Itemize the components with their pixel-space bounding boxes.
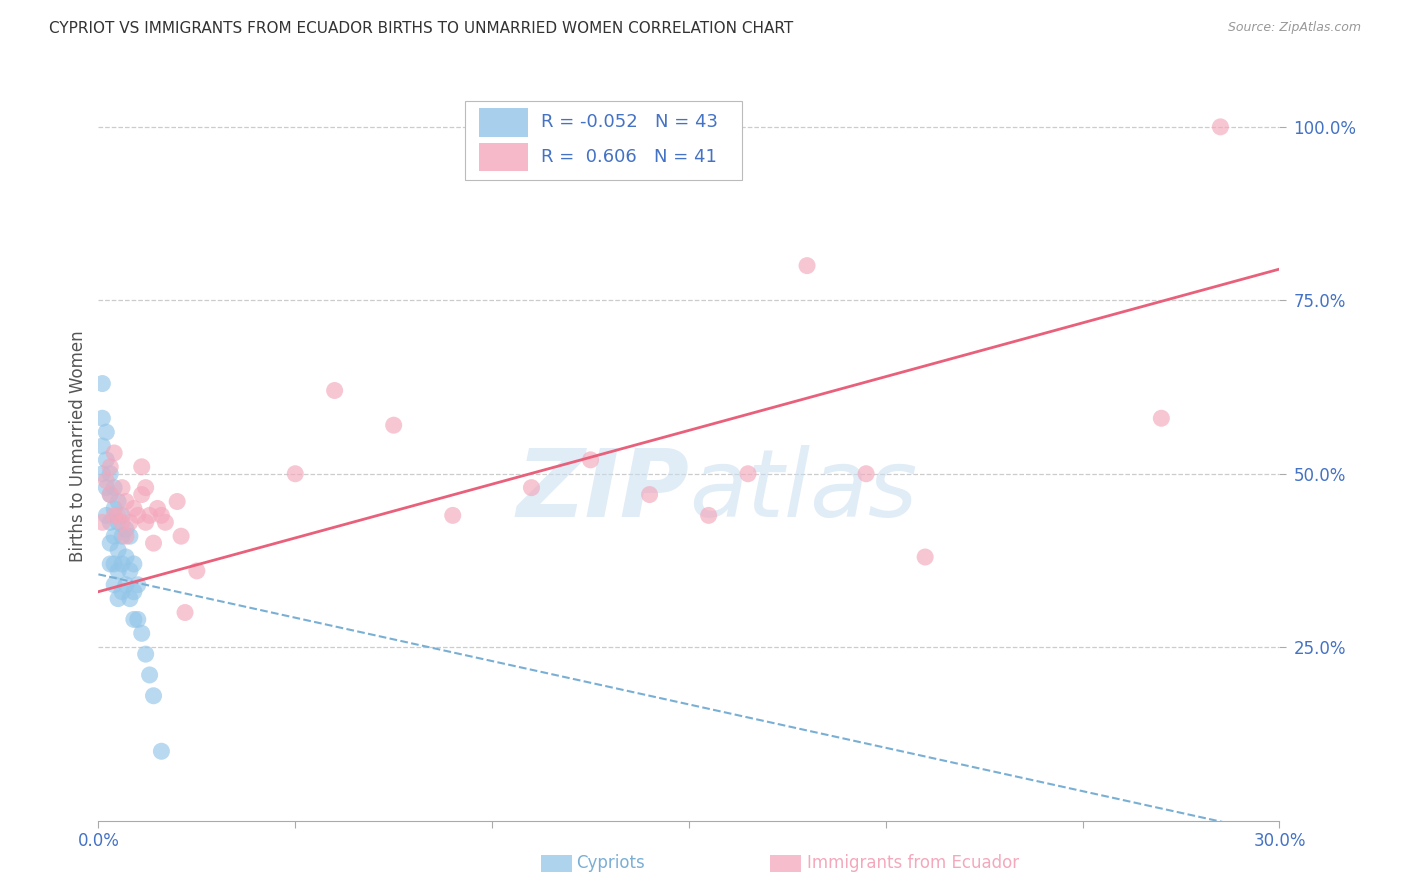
- Point: [323, 384, 346, 398]
- Point: [103, 529, 125, 543]
- Point: [107, 516, 129, 530]
- FancyBboxPatch shape: [464, 102, 742, 180]
- Point: [111, 481, 134, 495]
- Point: [91, 439, 114, 453]
- Point: [111, 516, 134, 530]
- Point: [142, 689, 165, 703]
- Point: [914, 549, 936, 564]
- Text: Immigrants from Ecuador: Immigrants from Ecuador: [807, 855, 1019, 872]
- Point: [122, 612, 145, 626]
- Point: [855, 467, 877, 481]
- Point: [98, 487, 121, 501]
- Point: [115, 529, 138, 543]
- Point: [122, 584, 145, 599]
- Point: [174, 606, 197, 620]
- Y-axis label: Births to Unmarried Women: Births to Unmarried Women: [69, 330, 87, 562]
- Point: [579, 453, 602, 467]
- Point: [103, 557, 125, 571]
- Point: [441, 508, 464, 523]
- Point: [138, 668, 160, 682]
- Point: [107, 564, 129, 578]
- Point: [91, 376, 114, 391]
- Text: CYPRIOT VS IMMIGRANTS FROM ECUADOR BIRTHS TO UNMARRIED WOMEN CORRELATION CHART: CYPRIOT VS IMMIGRANTS FROM ECUADOR BIRTH…: [49, 21, 793, 37]
- Point: [91, 516, 114, 530]
- Text: Cypriots: Cypriots: [576, 855, 645, 872]
- Point: [142, 536, 165, 550]
- Point: [135, 481, 157, 495]
- Point: [131, 459, 153, 474]
- Point: [107, 508, 129, 523]
- Point: [697, 508, 720, 523]
- Point: [98, 536, 121, 550]
- Point: [796, 259, 818, 273]
- Point: [638, 487, 661, 501]
- Point: [91, 467, 114, 481]
- Point: [103, 481, 125, 495]
- Point: [111, 584, 134, 599]
- Point: [737, 467, 759, 481]
- Point: [115, 522, 138, 536]
- Point: [115, 578, 138, 592]
- Text: atlas: atlas: [689, 445, 917, 536]
- Point: [111, 529, 134, 543]
- Point: [118, 529, 141, 543]
- Point: [138, 508, 160, 523]
- Point: [135, 647, 157, 661]
- Point: [131, 626, 153, 640]
- Point: [98, 487, 121, 501]
- Point: [118, 591, 141, 606]
- Text: R = -0.052   N = 43: R = -0.052 N = 43: [541, 113, 718, 131]
- Point: [186, 564, 208, 578]
- Point: [111, 508, 134, 523]
- Point: [96, 425, 118, 439]
- Point: [115, 494, 138, 508]
- Point: [111, 557, 134, 571]
- Point: [146, 501, 169, 516]
- Text: ZIP: ZIP: [516, 445, 689, 537]
- Point: [155, 516, 177, 530]
- Point: [150, 508, 173, 523]
- Point: [284, 467, 307, 481]
- Point: [103, 508, 125, 523]
- Point: [96, 481, 118, 495]
- Point: [96, 508, 118, 523]
- Point: [107, 591, 129, 606]
- Point: [135, 516, 157, 530]
- Point: [115, 549, 138, 564]
- Point: [96, 453, 118, 467]
- Point: [170, 529, 193, 543]
- Point: [382, 418, 405, 433]
- Point: [91, 411, 114, 425]
- Point: [98, 557, 121, 571]
- Point: [107, 543, 129, 558]
- Point: [131, 487, 153, 501]
- Point: [103, 578, 125, 592]
- Text: R =  0.606   N = 41: R = 0.606 N = 41: [541, 148, 717, 166]
- Point: [103, 446, 125, 460]
- Point: [127, 612, 149, 626]
- Point: [127, 508, 149, 523]
- Point: [1150, 411, 1173, 425]
- Point: [122, 557, 145, 571]
- Point: [98, 516, 121, 530]
- Point: [96, 474, 118, 488]
- Point: [520, 481, 543, 495]
- Point: [127, 578, 149, 592]
- Point: [98, 467, 121, 481]
- Bar: [478, 143, 529, 171]
- Point: [107, 494, 129, 508]
- Point: [166, 494, 188, 508]
- Point: [122, 501, 145, 516]
- Point: [1209, 120, 1232, 134]
- Point: [118, 564, 141, 578]
- Point: [98, 459, 121, 474]
- Point: [150, 744, 173, 758]
- Text: Source: ZipAtlas.com: Source: ZipAtlas.com: [1227, 21, 1361, 35]
- Bar: [478, 108, 529, 136]
- Point: [103, 501, 125, 516]
- Point: [118, 516, 141, 530]
